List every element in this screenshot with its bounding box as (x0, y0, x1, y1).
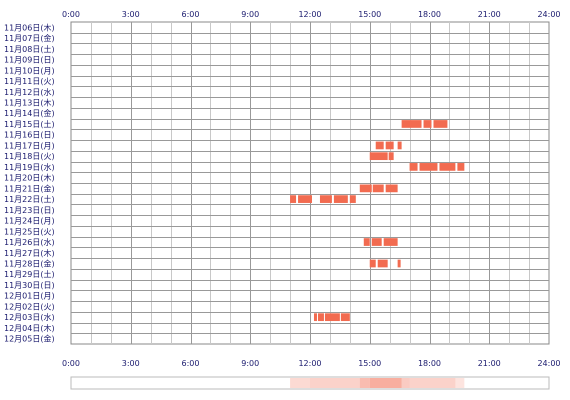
row-label: 11月27日(木) (4, 248, 55, 258)
summary-strip-segment (359, 378, 370, 388)
activity-bar (317, 313, 324, 322)
activity-bar (385, 141, 394, 150)
summary-strip-segment (310, 378, 360, 388)
activity-bar (333, 195, 348, 203)
activity-bar (397, 259, 401, 268)
row-label: 11月18日(火) (4, 152, 55, 161)
activity-bar (409, 163, 418, 171)
bottom-axis-ticks: 0:00 3:00 6:00 9:00 12:00 15:00 18:00 21:00 24:0… (62, 359, 561, 368)
x-tick-label: 15:00 (358, 10, 381, 19)
activity-bar (349, 195, 356, 203)
x-tick-label: 21:00 (478, 10, 501, 19)
row-label: 11月13日(木) (4, 98, 55, 108)
row-label: 12月03日(水) (4, 312, 55, 322)
activity-bar (457, 163, 465, 171)
row-label: 12月04日(木) (4, 323, 55, 333)
row-label: 11月25日(火) (4, 227, 55, 236)
row-label: 11月16日(日) (4, 131, 55, 140)
x-tick-label: 21:00 (478, 359, 501, 368)
summary-strip-segment (369, 378, 402, 388)
activity-bar (324, 313, 340, 322)
activity-bar (383, 238, 398, 246)
x-tick-label: 9:00 (241, 10, 259, 19)
row-label: 11月19日(水) (4, 162, 55, 172)
x-tick-label: 15:00 (358, 359, 381, 368)
x-tick-label: 0:00 (62, 359, 80, 368)
summary-strip-segment (290, 378, 310, 388)
row-label: 11月20日(木) (4, 173, 55, 183)
row-label: 11月15日(土) (4, 119, 55, 129)
top-axis-ticks: 0:00 3:00 6:00 9:00 12:00 15:00 18:00 21:00 24:0… (62, 10, 561, 19)
row-label: 11月10日(月) (4, 66, 55, 75)
summary-strip (70, 376, 550, 390)
row-label: 11月12日(水) (4, 87, 55, 97)
x-tick-label: 18:00 (418, 10, 441, 19)
activity-bar (385, 184, 398, 193)
row-label: 11月07日(金) (4, 33, 55, 43)
activity-bar (369, 152, 388, 161)
activity-bar (433, 120, 448, 128)
row-label: 11月22日(土) (4, 194, 55, 204)
activity-bar (388, 152, 394, 161)
x-tick-label: 3:00 (122, 10, 140, 19)
activity-bar (372, 184, 384, 193)
x-tick-label: 18:00 (418, 359, 441, 368)
activity-bar (313, 313, 317, 322)
row-label: 12月05日(金) (4, 334, 55, 344)
activity-bar (290, 195, 297, 203)
x-tick-label: 12:00 (298, 359, 321, 368)
row-label: 11月14日(金) (4, 108, 55, 118)
activity-bar (377, 259, 388, 268)
activity-bar (340, 313, 350, 322)
row-label: 11月24日(月) (4, 217, 55, 226)
activity-bar (419, 163, 438, 171)
row-label: 11月30日(日) (4, 281, 55, 290)
row-label: 11月08日(土) (4, 44, 55, 54)
activity-bar (397, 141, 402, 150)
row-label: 11月21日(金) (4, 183, 55, 193)
summary-strip-fills (290, 378, 465, 388)
row-label: 11月26日(水) (4, 237, 55, 247)
activity-bar (375, 141, 384, 150)
activity-bar (298, 195, 312, 203)
row-label: 11月28日(金) (4, 259, 55, 269)
row-label: 12月01日(月) (4, 292, 55, 301)
activity-bar (363, 238, 370, 246)
activity-bar (423, 120, 432, 128)
row-label: 11月17日(月) (4, 141, 55, 150)
activity-bars (290, 120, 465, 322)
x-tick-label: 6:00 (182, 359, 200, 368)
activity-bar (369, 259, 376, 268)
x-tick-label: 12:00 (298, 10, 321, 19)
row-label: 11月29日(土) (4, 269, 55, 279)
summary-strip-segment (455, 378, 465, 388)
x-tick-label: 9:00 (241, 359, 259, 368)
grid-lines (71, 22, 549, 344)
x-tick-label: 24:00 (537, 10, 560, 19)
activity-bar (401, 120, 422, 128)
x-tick-label: 24:00 (537, 359, 560, 368)
summary-strip-segment (409, 378, 456, 388)
row-label: 11月23日(日) (4, 206, 55, 215)
summary-strip-segment (401, 378, 410, 388)
activity-bar (439, 163, 456, 171)
x-tick-label: 6:00 (182, 10, 200, 19)
activity-bar (319, 195, 332, 203)
activity-bar (371, 238, 382, 246)
row-label: 11月11日(火) (4, 77, 55, 86)
row-labels: 11月06日(木)11月07日(金)11月08日(土)11月09日(日)11月1… (4, 22, 55, 343)
activity-bar (359, 184, 372, 193)
row-label: 11月06日(木) (4, 22, 55, 32)
row-label: 12月02日(火) (4, 302, 55, 311)
x-tick-label: 3:00 (122, 359, 140, 368)
row-label: 11月09日(日) (4, 56, 55, 65)
x-tick-label: 0:00 (62, 10, 80, 19)
